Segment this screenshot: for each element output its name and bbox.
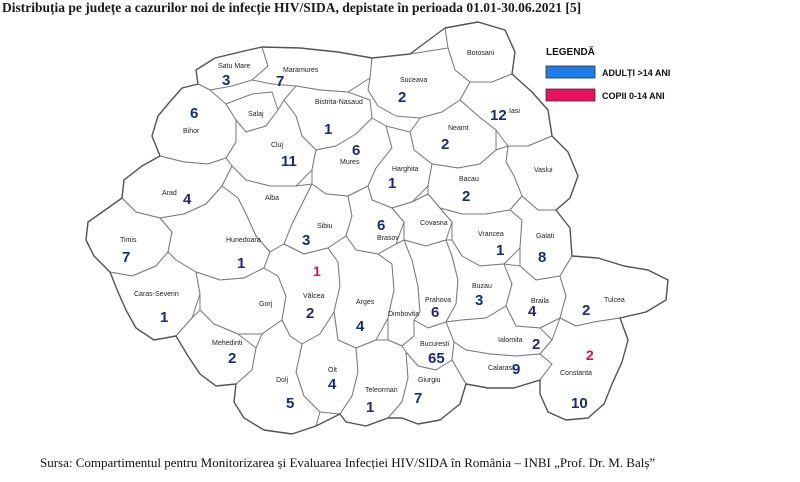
county-covasna (391, 193, 453, 247)
county-label: Covasna (420, 220, 448, 227)
county-label: Olt (328, 367, 337, 374)
adult-count: 7 (414, 390, 422, 407)
legend-children-label: COPII 0-14 ANI (602, 91, 665, 101)
adult-count: 2 (306, 305, 314, 322)
county-labels: Satu Mare Maramures Botosani Suceava Ias… (120, 50, 625, 394)
adult-count: 2 (228, 350, 236, 367)
adult-counts: 3 7 2 12 6 1 2 11 6 1 2 4 3 6 1 8 7 1 1 … (122, 72, 590, 416)
source-note: Sursa: Compartimentul pentru Monitorizar… (40, 455, 656, 470)
map-title: Distribuția pe județe a cazurilor noi de… (2, 0, 582, 15)
adult-count: 2 (441, 136, 449, 153)
county-label: Alba (265, 195, 279, 202)
county-label: Bacau (459, 176, 479, 183)
adult-count: 7 (276, 73, 284, 90)
adult-count: 6 (352, 142, 360, 159)
county-label: Maramures (283, 67, 319, 74)
adult-count: 4 (183, 191, 192, 208)
adult-count: 11 (281, 153, 297, 170)
adult-count: 2 (532, 336, 540, 353)
county-label: Gorj (259, 301, 273, 308)
legend: LEGENDĂ ADULȚI >14 ANI COPII 0-14 ANI (545, 45, 670, 102)
adult-count: 5 (286, 395, 294, 412)
adult-count: 9 (512, 361, 520, 378)
county-label: Tulcea (604, 297, 625, 304)
county-label: Suceava (400, 77, 427, 84)
county-label: Satu Mare (218, 63, 250, 70)
county-label: Harghita (392, 166, 419, 173)
child-count: 2 (586, 347, 594, 363)
adult-count: 4 (528, 303, 537, 320)
county-label: Dolj (276, 377, 289, 384)
adult-count: 6 (190, 105, 198, 122)
adult-count: 12 (490, 107, 507, 124)
county-label: Bistrita-Nasaud (315, 99, 363, 106)
county-arges (327, 235, 395, 349)
county-label: Vâlcea (303, 293, 325, 300)
county-label: Botosani (467, 50, 495, 57)
county-label: Arges (356, 299, 375, 306)
county-label: Caras-Severin (134, 291, 179, 298)
adult-count: 1 (237, 255, 245, 272)
county-bihor (151, 83, 237, 165)
adult-count: 3 (475, 292, 483, 309)
county-label: Brasov (377, 235, 399, 242)
adult-count: 1 (366, 399, 374, 416)
county-label: Prahova (425, 297, 451, 304)
adult-count: 2 (582, 302, 590, 319)
county-label: Iasi (509, 108, 520, 115)
adult-count: 8 (538, 249, 546, 266)
county-label: Calarasi (488, 365, 514, 372)
adult-count: 2 (398, 89, 406, 106)
county-vrancea (439, 207, 523, 267)
county-label: Cluj (271, 142, 284, 149)
county-label: Ialomita (498, 337, 523, 344)
adult-count: 10 (571, 395, 588, 412)
adult-count: 1 (324, 121, 332, 138)
child-counts: 1 2 (313, 263, 594, 363)
country-outline (85, 21, 669, 435)
adult-count: 7 (122, 249, 130, 266)
county-label: Mehedinti (212, 340, 243, 347)
adult-count: 6 (431, 304, 439, 321)
adult-count: 4 (328, 376, 337, 393)
county-label: Buzau (472, 283, 492, 290)
county-boundaries (85, 21, 669, 435)
county-label: Dimbovita (388, 311, 419, 318)
county-tulcea (559, 255, 669, 327)
county-label: Giurgiu (418, 377, 441, 384)
county-label: Hunedoara (226, 237, 261, 244)
county-label: Bihor (183, 128, 200, 135)
county-label: Galati (536, 233, 555, 240)
adult-count: 2 (462, 188, 470, 205)
county-label: Arad (162, 190, 177, 197)
legend-children-swatch (545, 88, 596, 102)
legend-title: LEGENDĂ (546, 45, 595, 58)
county-label: Salaj (248, 111, 264, 118)
county-label: Sibiu (317, 223, 333, 230)
county-label: Constanta (560, 370, 592, 377)
adult-count: 65 (428, 350, 445, 367)
adult-count: 3 (302, 232, 310, 249)
county-label: Timis (120, 237, 137, 244)
county-label: Mures (340, 159, 360, 166)
adult-count: 6 (377, 217, 385, 234)
adult-count: 1 (496, 242, 504, 259)
adult-count: 4 (356, 318, 365, 335)
legend-adults-label: ADULȚI >14 ANI (602, 68, 670, 78)
county-label: Braila (531, 298, 549, 305)
county-label: Bucuresti (420, 341, 450, 348)
legend-adults-swatch (545, 65, 596, 79)
child-count: 1 (313, 263, 321, 279)
adult-count: 1 (160, 309, 168, 326)
county-label: Teleorman (365, 387, 398, 394)
county-label: Vaslui (534, 167, 553, 174)
county-label: Neamt (448, 125, 469, 132)
county-label: Vrancea (478, 231, 504, 238)
adult-count: 3 (222, 72, 230, 89)
adult-count: 1 (388, 175, 396, 192)
